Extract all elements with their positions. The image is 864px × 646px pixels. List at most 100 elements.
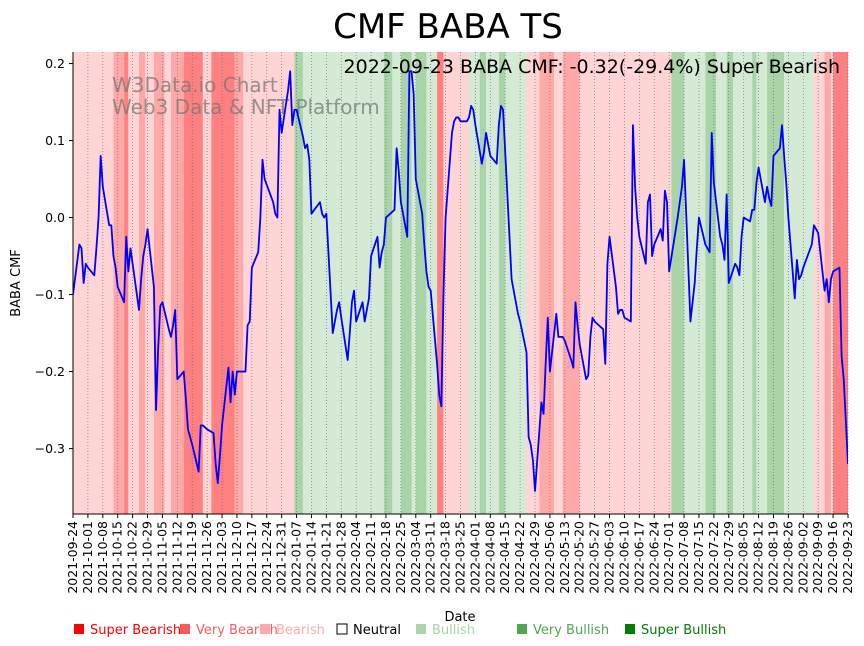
y-tick-label: 0.1 [45, 133, 65, 148]
region-bullish [411, 52, 416, 514]
region-bearish [145, 52, 154, 514]
region-bearish [526, 52, 540, 514]
region-very-bullish [726, 52, 734, 514]
x-tick-label: 2022-09-09 [810, 521, 825, 594]
legend-label: Neutral [353, 623, 401, 638]
region-very-bearish [113, 52, 125, 514]
x-tick-label: 2022-04-08 [482, 521, 497, 594]
vertical-gridlines [72, 52, 849, 514]
legend-swatch [260, 624, 270, 634]
region-bullish [486, 52, 499, 514]
legend-label: Super Bearish [90, 623, 181, 638]
region-bearish [813, 52, 825, 514]
x-tick-label: 2022-03-25 [453, 521, 468, 594]
y-axis-label: BABA CMF [9, 249, 24, 317]
y-tick-label: −0.1 [35, 287, 65, 302]
x-tick-label: 2021-12-17 [244, 521, 259, 594]
y-tick-label: −0.3 [35, 441, 65, 456]
chart-subtitle: 2022-09-23 BABA CMF: -0.32(-29.4%) Super… [344, 56, 840, 78]
region-bullish [469, 52, 480, 514]
region-very-bullish [383, 52, 393, 514]
x-axis-ticks: 2021-09-24 2021-10-01 2021-10-08 2021-10-15… [65, 514, 855, 594]
region-bullish [426, 52, 438, 514]
x-tick-label: 2021-12-31 [274, 521, 289, 594]
region-bearish [830, 52, 834, 514]
x-tick-label: 2022-06-17 [631, 521, 646, 594]
cmf-series-line [73, 70, 848, 492]
x-tick-label: 2021-12-24 [259, 521, 274, 594]
x-tick-label: 2022-01-07 [289, 521, 304, 594]
x-tick-label: 2022-07-15 [691, 521, 706, 594]
x-tick-label: 2021-11-12 [169, 521, 184, 594]
region-bullish [715, 52, 727, 514]
x-tick-label: 2021-09-24 [65, 521, 80, 594]
x-tick-label: 2022-08-19 [765, 521, 780, 594]
x-tick-label: 2022-02-25 [393, 521, 408, 594]
legend-swatch [625, 624, 635, 634]
x-tick-label: 2022-07-01 [661, 521, 676, 594]
region-bearish [443, 52, 470, 514]
x-tick-label: 2021-10-15 [110, 521, 125, 594]
region-bullish [756, 52, 768, 514]
x-tick-label: 2021-10-29 [140, 521, 155, 594]
region-very-bullish [705, 52, 716, 514]
legend-swatch [517, 624, 527, 634]
x-tick-label: 2022-03-18 [438, 521, 453, 594]
x-tick-label: 2022-06-03 [602, 521, 617, 594]
x-tick-label: 2022-01-28 [333, 521, 348, 594]
legend-swatch [416, 624, 426, 634]
x-tick-label: 2022-04-22 [512, 521, 527, 594]
region-bearish [579, 52, 672, 514]
x-tick-label: 2022-01-21 [318, 521, 333, 594]
x-tick-label: 2022-08-26 [780, 521, 795, 594]
region-bearish [164, 52, 171, 514]
x-tick-label: 2022-01-14 [303, 521, 318, 594]
region-very-bullish [671, 52, 685, 514]
x-tick-label: 2021-11-05 [154, 521, 169, 594]
region-bullish [733, 52, 753, 514]
x-tick-label: 2022-05-20 [572, 521, 587, 594]
x-tick-label: 2022-08-12 [751, 521, 766, 594]
y-tick-label: 0.2 [45, 56, 65, 71]
region-very-bearish [153, 52, 165, 514]
x-tick-label: 2022-02-11 [363, 521, 378, 594]
x-tick-label: 2022-03-04 [408, 521, 423, 594]
x-tick-label: 2022-09-02 [795, 521, 810, 594]
y-tick-label: 0.0 [45, 210, 65, 225]
x-tick-label: 2021-10-01 [80, 521, 95, 594]
watermark: W3Data.io Chart Web3 Data & NFT Platform [112, 73, 380, 119]
legend-swatch [74, 624, 84, 634]
x-tick-label: 2021-11-26 [199, 521, 214, 594]
x-tick-label: 2022-08-05 [736, 521, 751, 594]
x-tick-label: 2021-10-08 [95, 521, 110, 594]
x-tick-label: 2022-05-27 [587, 521, 602, 594]
x-tick-label: 2022-04-29 [527, 521, 542, 594]
x-tick-label: 2022-07-29 [721, 521, 736, 594]
region-very-bearish [562, 52, 580, 514]
y-tick-label: −0.2 [35, 364, 65, 379]
legend-swatch [336, 623, 348, 635]
region-very-bearish [139, 52, 146, 514]
region-bullish [302, 52, 384, 514]
region-super-bearish [183, 52, 203, 514]
region-very-bearish [539, 52, 555, 514]
region-very-bullish [294, 52, 303, 514]
legend-label: Bullish [432, 623, 475, 638]
x-tick-label: 2021-11-19 [184, 521, 199, 594]
y-axis-ticks: 0.2 0.1 0.0 −0.1 −0.2 −0.3 [35, 56, 73, 456]
region-bullish [392, 52, 401, 514]
region-very-bearish [234, 52, 244, 514]
region-super-bearish [437, 52, 444, 514]
region-very-bullish [498, 52, 506, 514]
region-very-bullish [752, 52, 757, 514]
x-tick-label: 2022-05-06 [542, 521, 557, 594]
x-tick-label: 2022-04-01 [467, 521, 482, 594]
region-very-bullish [415, 52, 427, 514]
x-tick-label: 2022-04-15 [497, 521, 512, 594]
region-very-bullish [479, 52, 487, 514]
region-very-bullish [400, 52, 412, 514]
legend-label: Very Bearish [196, 623, 278, 638]
region-bearish [554, 52, 563, 514]
x-tick-label: 2022-03-11 [423, 521, 438, 594]
